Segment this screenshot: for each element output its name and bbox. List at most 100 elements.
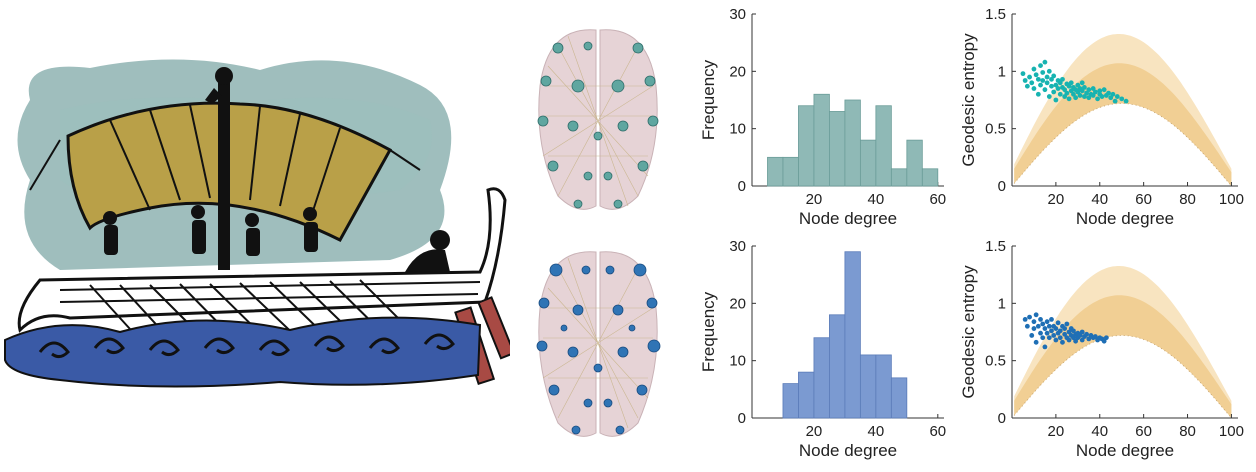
scatter-point — [1038, 331, 1043, 336]
scatter-point — [1060, 340, 1065, 345]
histogram-bottom: 0 10 20 30 20 40 60 Node degree Frequency — [700, 232, 952, 472]
histogram-bar — [860, 140, 875, 186]
scatter-point — [1043, 326, 1048, 331]
y-tick-label: 30 — [729, 6, 746, 23]
x-tick-label: 40 — [868, 191, 885, 208]
x-tick-label: 60 — [929, 191, 946, 208]
histogram-bar — [891, 378, 906, 418]
scatter-point — [1095, 96, 1100, 101]
scatter-point — [1038, 63, 1043, 68]
histogram-bar — [860, 355, 875, 418]
y-tick-label: 20 — [729, 63, 746, 80]
y-tick-label: 0.5 — [985, 353, 1006, 370]
scatter-point — [1027, 315, 1032, 320]
histogram-bar — [876, 355, 891, 418]
scatter-point — [1029, 333, 1034, 338]
scatter-bottom: 0 0.5 1 1.5 20 40 60 80 100 Node degree Geodesic e… — [960, 232, 1250, 472]
scatter-point — [1038, 317, 1043, 322]
scatter-point — [1078, 93, 1083, 98]
scatter-point — [1043, 87, 1048, 92]
scatter-point — [1047, 69, 1052, 74]
scatter-point — [1082, 85, 1087, 90]
scatter-point — [1073, 95, 1078, 100]
x-axis-label: Node degree — [799, 441, 897, 460]
y-tick-label: 1.5 — [985, 238, 1006, 255]
scatter-point — [1051, 90, 1056, 95]
scatter-point — [1064, 91, 1069, 96]
scatter-point — [1040, 70, 1045, 75]
x-tick-label: 20 — [1048, 423, 1065, 440]
x-tick-label: 60 — [1135, 191, 1152, 208]
scatter-point — [1034, 312, 1039, 317]
scatter-point — [1032, 86, 1037, 91]
scatter-point — [1069, 80, 1074, 85]
scatter-point — [1060, 77, 1065, 82]
scatter-point — [1045, 80, 1050, 85]
y-tick-label: 1 — [998, 295, 1006, 312]
y-tick-label: 1 — [998, 63, 1006, 80]
y-tick-label: 10 — [729, 121, 746, 138]
histogram-bar — [814, 338, 829, 418]
scatter-point — [1093, 90, 1098, 95]
scatter-point — [1047, 324, 1052, 329]
scatter-point — [1036, 92, 1041, 97]
x-tick-label: 40 — [1091, 423, 1108, 440]
histogram-bar — [876, 106, 891, 186]
scatter-point — [1043, 60, 1048, 65]
histogram-bar — [767, 157, 782, 186]
histogram-bar — [922, 169, 937, 186]
scatter-point — [1067, 338, 1072, 343]
scatter-point — [1113, 99, 1118, 104]
scatter-point — [1036, 77, 1041, 82]
y-tick-label: 1.5 — [985, 6, 1006, 23]
x-tick-label: 100 — [1219, 191, 1244, 208]
scatter-point — [1102, 87, 1107, 92]
histogram-bar — [783, 157, 798, 186]
x-axis-label: Node degree — [1076, 209, 1174, 228]
scatter-point — [1032, 67, 1037, 72]
y-tick-label: 0 — [998, 410, 1006, 427]
scatter-point — [1034, 340, 1039, 345]
histogram-bar — [845, 252, 860, 418]
scatter-point — [1051, 333, 1056, 338]
scatter-point — [1058, 92, 1063, 97]
scatter-point — [1058, 328, 1063, 333]
y-tick-label: 0.5 — [985, 121, 1006, 138]
y-tick-label: 0 — [738, 410, 746, 427]
x-tick-label: 80 — [1179, 191, 1196, 208]
scatter-point — [1051, 74, 1056, 79]
scatter-point — [1100, 94, 1105, 99]
scatter-point — [1029, 80, 1034, 85]
scatter-point — [1056, 320, 1061, 325]
scatter-point — [1049, 84, 1054, 89]
scatter-point — [1023, 317, 1028, 322]
scatter-point — [1038, 83, 1043, 88]
entropy-band-outer — [1014, 266, 1231, 418]
scatter-point — [1032, 326, 1037, 331]
histogram-bar — [814, 94, 829, 186]
y-tick-label: 0 — [998, 178, 1006, 195]
scatter-top: 0 0.5 1 1.5 20 40 60 80 100 Node degree Geodesic e… — [960, 0, 1250, 239]
y-axis-label: Geodesic entropy — [960, 265, 978, 399]
histogram-bar — [829, 315, 844, 418]
galley-illustration — [0, 40, 510, 420]
histogram-bar — [907, 140, 922, 186]
scatter-point — [1045, 331, 1050, 336]
y-axis-label: Geodesic entropy — [960, 33, 978, 167]
scatter-point — [1106, 91, 1111, 96]
mast — [218, 80, 230, 270]
scatter-point — [1025, 84, 1030, 89]
scatter-point — [1040, 322, 1045, 327]
scatter-point — [1086, 87, 1091, 92]
scatter-point — [1058, 335, 1063, 340]
brain-network-bottom — [528, 248, 668, 443]
scatter-point — [1049, 317, 1054, 322]
scatter-point — [1047, 94, 1052, 99]
scatter-point — [1080, 80, 1085, 85]
scatter-point — [1053, 338, 1058, 343]
scatter-point — [1053, 326, 1058, 331]
x-tick-label: 40 — [868, 423, 885, 440]
scatter-point — [1119, 96, 1124, 101]
scatter-point — [1104, 335, 1109, 340]
scatter-point — [1023, 78, 1028, 83]
